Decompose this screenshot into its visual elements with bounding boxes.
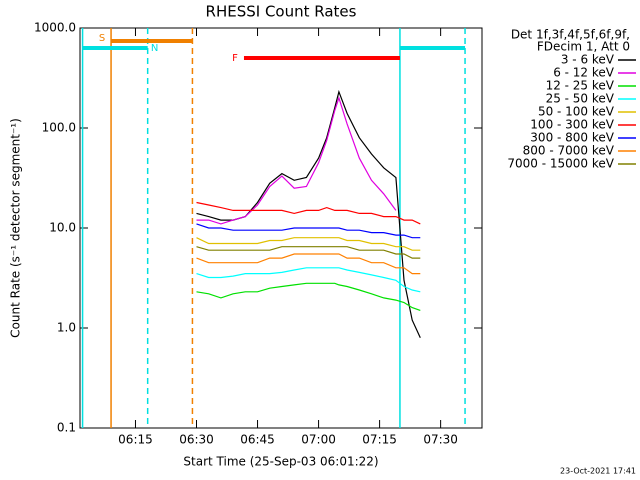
legend-label: 6 - 12 keV <box>553 66 615 80</box>
plot-frame <box>79 27 483 429</box>
series-line <box>196 223 421 239</box>
series-line <box>196 253 421 275</box>
flag-label: N <box>151 43 158 54</box>
x-tick-label: 06:30 <box>179 433 214 447</box>
series-line <box>196 201 421 225</box>
legend-label: 3 - 6 keV <box>561 53 615 67</box>
y-axis-label: Count Rate (s⁻¹ detector segment⁻¹) <box>9 118 23 338</box>
chart-title: RHESSI Count Rates <box>206 3 357 21</box>
y-tick-label: 100.0 <box>42 121 76 135</box>
legend-label: 800 - 7000 keV <box>523 144 615 158</box>
x-tick-label: 06:45 <box>240 433 275 447</box>
x-axis-label: Start Time (25-Sep-03 06:01:22) <box>183 455 378 469</box>
footer: 23-Oct-2021 17:41 <box>560 467 636 476</box>
legend-label: 7000 - 15000 keV <box>507 157 614 171</box>
legend-label: 300 - 800 keV <box>530 131 614 145</box>
series-line <box>196 246 421 259</box>
series-line <box>196 282 421 311</box>
series-line <box>196 267 421 293</box>
series-line <box>196 237 421 251</box>
legend-title: Det 1f,3f,4f,5f,6f,9f, <box>511 28 630 42</box>
x-tick-label: 07:30 <box>423 433 458 447</box>
legend-label: 25 - 50 keV <box>546 92 615 106</box>
flag-label: S <box>99 33 105 44</box>
flag-label: F <box>232 53 238 64</box>
y-tick-label: 1.0 <box>57 321 76 335</box>
y-tick-label: 1000.0 <box>34 21 76 35</box>
series-line <box>196 95 397 225</box>
legend-label: 100 - 300 keV <box>530 118 614 132</box>
y-tick-label: 0.1 <box>57 421 76 435</box>
legend-label: 12 - 25 keV <box>546 79 615 93</box>
x-tick-label: 07:00 <box>301 433 336 447</box>
legend-title: FDecim 1, Att 0 <box>537 40 630 54</box>
x-tick-label: 07:15 <box>362 433 397 447</box>
series-line <box>196 89 421 338</box>
x-tick-label: 06:15 <box>118 433 153 447</box>
y-tick-label: 10.0 <box>49 221 76 235</box>
legend-label: 50 - 100 keV <box>538 105 615 119</box>
